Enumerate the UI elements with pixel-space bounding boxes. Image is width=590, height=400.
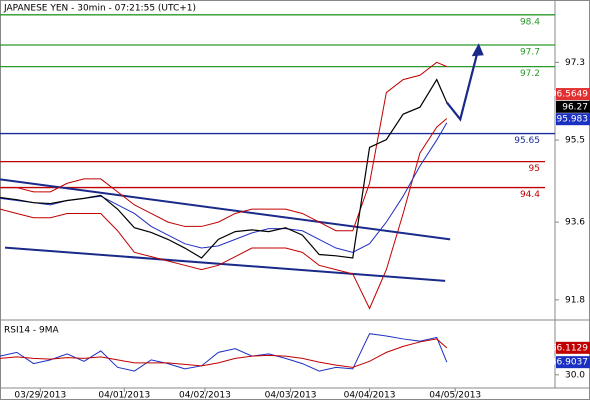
y-tick-label: 30.0 <box>565 370 585 380</box>
line-series <box>0 118 448 310</box>
value-label: 46.9037 <box>551 358 588 368</box>
chart-title: JAPANESE YEN - 30min - 07:21:55 (UTC+1) <box>3 4 196 14</box>
x-tick-label: 04/05/2013 <box>429 391 481 400</box>
value-label: 96.27 <box>562 102 588 112</box>
x-tick-label: 03/29/2013 <box>14 391 66 400</box>
value-box <box>556 100 590 113</box>
level-label: 95 <box>529 164 540 174</box>
line-series <box>0 338 448 368</box>
value-label: 66.1129 <box>551 343 588 353</box>
level-label: 95.65 <box>514 136 540 146</box>
line-series <box>0 178 451 241</box>
y-tick-label: 95.5 <box>565 136 585 146</box>
arrow-head <box>471 43 484 57</box>
level-label: 94.4 <box>520 190 540 200</box>
x-tick-label: 04/01/2013 <box>98 391 150 400</box>
line-series <box>0 78 448 259</box>
y-tick-label: 97.3 <box>565 58 585 68</box>
y-tick-label: 91.8 <box>565 295 585 305</box>
line-series <box>4 246 446 282</box>
panel-title: RSI14 - 9MA <box>4 326 60 336</box>
level-label: 97.2 <box>520 69 540 79</box>
value-box <box>556 356 590 369</box>
y-tick-label: 93.6 <box>565 218 585 228</box>
line-series <box>0 61 448 232</box>
value-label: 96.5649 <box>551 90 588 100</box>
value-label: 95.983 <box>557 115 589 125</box>
line-series <box>445 46 480 122</box>
value-box <box>556 113 590 126</box>
value-box <box>556 341 590 354</box>
value-box <box>556 88 590 101</box>
x-tick-label: 04/04/2013 <box>344 391 396 400</box>
x-tick-label: 04/02/2013 <box>179 391 231 400</box>
level-label: 98.4 <box>520 17 540 27</box>
x-tick-label: 04/03/2013 <box>265 391 317 400</box>
level-label: 97.7 <box>520 48 540 58</box>
